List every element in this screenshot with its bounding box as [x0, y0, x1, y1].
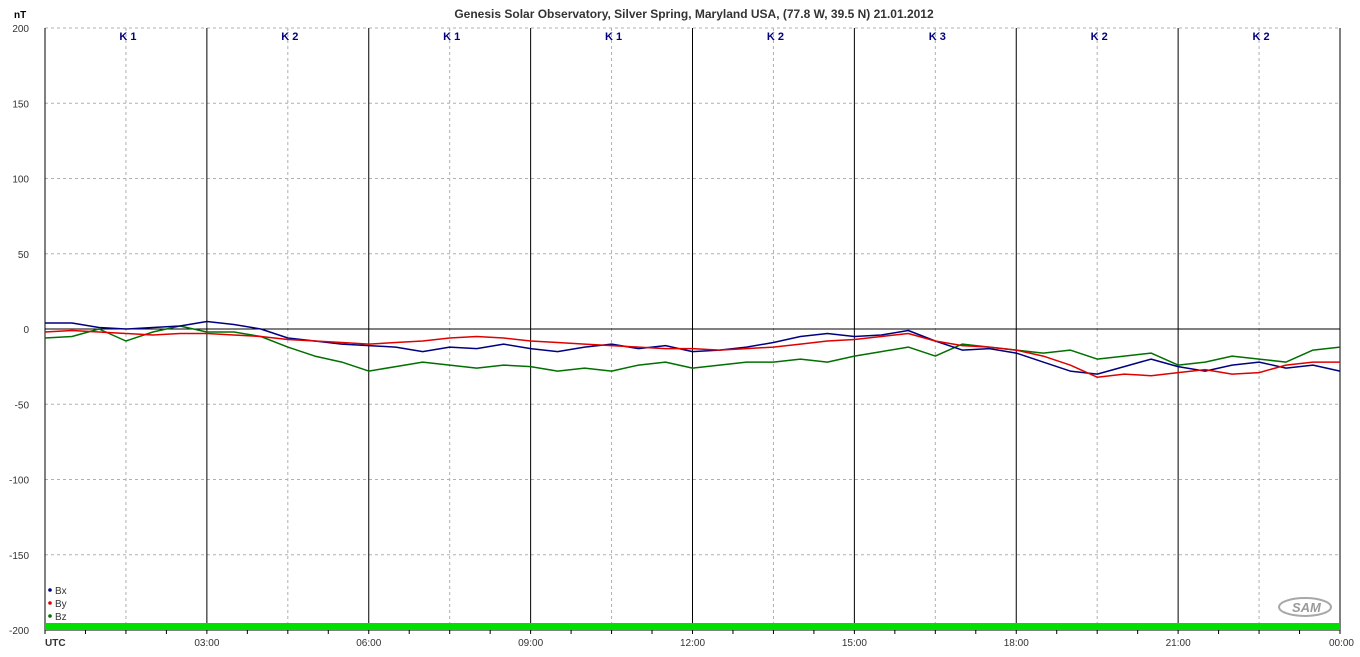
legend-marker-by	[48, 601, 52, 605]
y-tick-label: -200	[9, 626, 29, 637]
y-tick-label: 150	[12, 99, 29, 110]
y-axis-unit: nT	[14, 10, 26, 21]
x-tick-labels: UTC 03:00 06:00 09:00 12:00 15:00 18:00 21:00 00…	[45, 638, 1354, 649]
x-tick-label: 03:00	[194, 638, 219, 649]
x-tick-label: 00:00	[1329, 638, 1354, 649]
x-tick-label: UTC	[45, 638, 66, 649]
y-tick-label: -50	[15, 400, 30, 411]
chart-title: Genesis Solar Observatory, Silver Spring…	[454, 7, 934, 21]
x-tick-label: 12:00	[680, 638, 705, 649]
legend-label-by: By	[55, 599, 67, 610]
k-index-label: K 1	[605, 31, 622, 43]
series-line-by	[44, 329, 1340, 378]
x-tick-label: 21:00	[1166, 638, 1191, 649]
y-tick-label: -100	[9, 476, 29, 487]
sam-logo-text: SAM	[1292, 600, 1322, 615]
k-index-label: K 2	[767, 31, 784, 43]
y-tick-label: 0	[23, 325, 29, 336]
k-index-label: K 3	[929, 31, 946, 43]
x-tick-label: 09:00	[518, 638, 543, 649]
y-tick-label: 200	[12, 24, 29, 35]
y-tick-labels: 200 150 100 50 0 -50 -100 -150 -200	[9, 24, 29, 637]
k-index-label: K 2	[1091, 31, 1108, 43]
k-index-label: K 2	[281, 31, 298, 43]
y-tick-label: 100	[12, 175, 29, 186]
y-tick-label: -150	[9, 551, 29, 562]
x-tick-label: 15:00	[842, 638, 867, 649]
k-index-label: K 1	[119, 31, 136, 43]
legend: Bx By Bz	[48, 586, 67, 623]
sam-logo: SAM	[1278, 597, 1332, 617]
series-line-bx	[45, 320, 1341, 375]
k-index-label: K 2	[1253, 31, 1270, 43]
legend-label-bx: Bx	[55, 586, 67, 597]
series-lines	[44, 320, 1341, 378]
legend-label-bz: Bz	[55, 612, 67, 623]
x-tick-label: 06:00	[356, 638, 381, 649]
y-tick-label: 50	[18, 250, 30, 261]
x-tick-label: 18:00	[1004, 638, 1029, 649]
k-index-label: K 1	[443, 31, 460, 43]
baseline-bar	[45, 623, 1340, 630]
legend-marker-bz	[48, 614, 52, 618]
k-index-labels: K 1 K 2 K 1 K 1 K 2 K 3 K 2 K 2	[119, 31, 1269, 43]
axes	[44, 28, 1341, 634]
legend-marker-bx	[48, 588, 52, 592]
